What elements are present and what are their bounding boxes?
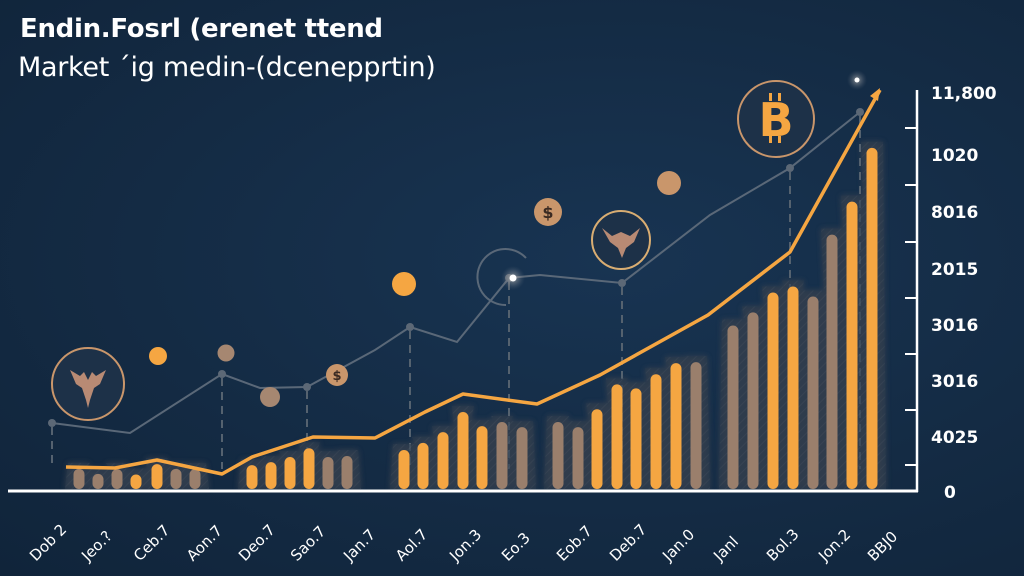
y-tick-label: 0 xyxy=(944,483,956,503)
bar xyxy=(611,384,623,489)
y-tick-label: 4025 xyxy=(931,428,979,448)
y-tick-label: 3016 xyxy=(931,316,979,336)
bar xyxy=(767,292,779,489)
orange-dot-icon xyxy=(149,347,167,365)
bar xyxy=(130,474,142,489)
bar xyxy=(670,363,682,489)
bar xyxy=(516,427,528,489)
svg-text:$: $ xyxy=(332,369,341,384)
dollar-coin-icon: $ xyxy=(326,364,348,386)
bar xyxy=(417,442,429,489)
bar xyxy=(650,374,662,489)
y-tick-label: 2015 xyxy=(931,260,979,280)
orbit-dot-icon xyxy=(476,248,527,307)
bar xyxy=(246,465,258,489)
sparkle-dot-icon xyxy=(847,70,867,90)
tan-dot-icon xyxy=(657,171,681,195)
bar xyxy=(727,325,739,489)
bitcoin-coin-icon: B xyxy=(737,80,815,158)
bar xyxy=(303,448,315,489)
bar xyxy=(265,462,277,489)
bar xyxy=(437,432,449,489)
svg-text:B: B xyxy=(758,93,793,147)
bar xyxy=(151,464,163,489)
y-tick-label: 8016 xyxy=(931,203,979,223)
bar xyxy=(92,473,104,489)
bar xyxy=(630,388,642,489)
bar xyxy=(826,234,838,489)
bar xyxy=(747,312,759,489)
bar xyxy=(690,362,702,489)
tan-dot-icon xyxy=(260,387,280,407)
svg-text:$: $ xyxy=(542,203,553,222)
y-tick-label: 3016 xyxy=(931,372,979,392)
bar xyxy=(496,422,508,489)
bar xyxy=(787,286,799,489)
y-tick-label: 11,800 xyxy=(931,84,997,104)
y-tick-label: 1020 xyxy=(931,146,979,166)
bar xyxy=(572,427,584,489)
tan-dot-icon xyxy=(217,344,235,362)
bar xyxy=(866,147,878,489)
bar xyxy=(111,469,123,489)
bar xyxy=(846,201,858,489)
bars xyxy=(65,141,886,489)
bar xyxy=(170,468,182,489)
bar xyxy=(457,411,469,489)
bar xyxy=(807,296,819,489)
dollar-coin-icon: $ xyxy=(534,198,562,226)
chart-subtitle: Market ´ig medin-(dcenepprtin) xyxy=(18,52,436,83)
bar xyxy=(189,469,201,489)
bar xyxy=(341,456,353,489)
bar xyxy=(591,409,603,489)
chart-title: Endin.Fosrl (erenet ttend xyxy=(20,14,383,44)
deer-coin-icon xyxy=(591,210,651,270)
bar xyxy=(322,457,334,489)
trend-line xyxy=(65,88,882,476)
orange-dot-icon xyxy=(392,272,416,296)
bar xyxy=(398,449,410,489)
bar xyxy=(284,457,296,489)
deer-coin-icon xyxy=(51,347,125,421)
bar xyxy=(476,426,488,489)
bar xyxy=(73,468,85,489)
y-axis-ticks xyxy=(905,127,917,466)
bar xyxy=(552,422,564,489)
